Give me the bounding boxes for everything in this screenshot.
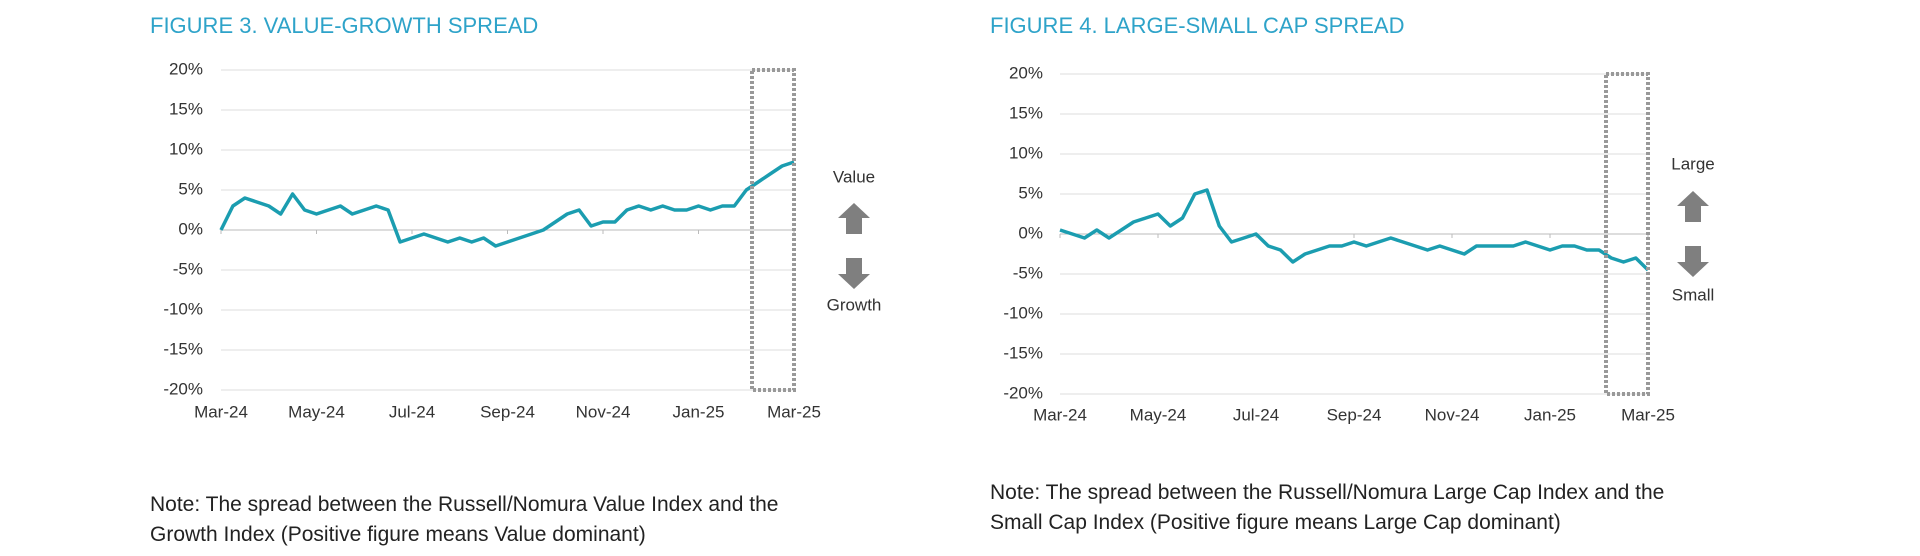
x-tick-label: Jan-25: [1524, 405, 1576, 424]
x-tick-label: Mar-25: [1621, 405, 1675, 424]
x-tick-label: Jul-24: [1233, 405, 1279, 424]
x-tick-label: May-24: [288, 402, 345, 421]
x-tick-label: Mar-25: [767, 402, 821, 421]
y-tick-label: -20%: [1003, 383, 1043, 402]
x-tick-label: Nov-24: [576, 402, 631, 421]
note: Note: The spread between the Russell/Nom…: [990, 481, 1665, 534]
chart-title: FIGURE 3. VALUE-GROWTH SPREAD: [150, 13, 538, 38]
y-tick-label: 10%: [1009, 143, 1043, 162]
up-arrow: [1677, 191, 1709, 222]
chart-title: FIGURE 4. LARGE-SMALL CAP SPREAD: [990, 13, 1404, 38]
x-tick-label: Mar-24: [194, 402, 248, 421]
highlight-box: [750, 68, 796, 392]
annotation: Growth: [827, 295, 882, 314]
x-tick-label: Sep-24: [1327, 405, 1382, 424]
annotation: Small: [1672, 285, 1715, 304]
annotation: Large: [1671, 154, 1714, 173]
x-tick-label: Jan-25: [673, 402, 725, 421]
x-tick-label: Sep-24: [480, 402, 535, 421]
y-tick-label: -5%: [173, 259, 203, 278]
y-tick-label: 0%: [1018, 223, 1043, 242]
y-tick-label: -15%: [1003, 343, 1043, 362]
y-tick-label: -5%: [1013, 263, 1043, 282]
down-arrow: [1677, 246, 1709, 277]
y-tick-label: -20%: [163, 379, 203, 398]
y-tick-label: 0%: [178, 219, 203, 238]
y-tick-label: -15%: [163, 339, 203, 358]
y-tick-label: 15%: [169, 99, 203, 118]
annotation: Value: [833, 167, 875, 186]
down-arrow: [838, 258, 870, 289]
y-tick-label: -10%: [1003, 303, 1043, 322]
y-tick-label: 20%: [1009, 63, 1043, 82]
x-tick-label: Nov-24: [1425, 405, 1480, 424]
up-arrow: [838, 203, 870, 234]
y-tick-label: 5%: [178, 179, 203, 198]
data-line: [219, 160, 795, 248]
highlight-box: [1604, 72, 1650, 396]
x-tick-label: Jul-24: [389, 402, 435, 421]
y-tick-label: 20%: [169, 59, 203, 78]
note: Note: The spread between the Russell/Nom…: [150, 493, 779, 546]
y-tick-label: -10%: [163, 299, 203, 318]
data-line: [1059, 188, 1650, 272]
y-tick-label: 15%: [1009, 103, 1043, 122]
x-tick-label: May-24: [1130, 405, 1187, 424]
y-tick-label: 5%: [1018, 183, 1043, 202]
x-tick-label: Mar-24: [1033, 405, 1087, 424]
y-tick-label: 10%: [169, 139, 203, 158]
